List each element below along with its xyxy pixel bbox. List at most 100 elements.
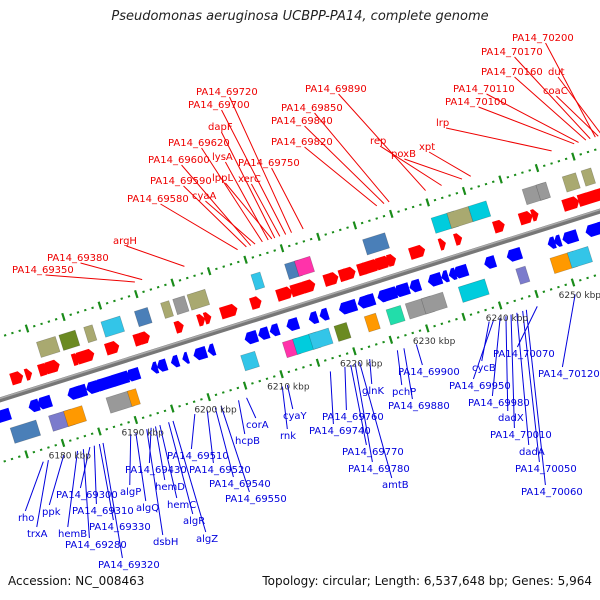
tick-mark <box>272 375 276 378</box>
reverse-gene-arrow <box>258 326 271 340</box>
label-leader-line <box>181 164 252 246</box>
gene-label-reverse: hemD <box>155 482 185 493</box>
tick-mark <box>360 221 364 225</box>
gene-label-reverse: hemC <box>167 500 196 511</box>
tick-mark <box>97 427 102 436</box>
gene-label-forward: PA14_69750 <box>238 158 300 169</box>
gene-label-forward: cyaA <box>192 191 217 202</box>
feature-box <box>186 288 211 311</box>
tick-mark <box>542 290 546 293</box>
gene-label-forward: xerC <box>238 174 261 185</box>
tick-mark <box>315 358 321 367</box>
gene-label-reverse: rho <box>18 513 34 524</box>
tick-mark <box>345 352 349 355</box>
tick-mark <box>571 152 576 161</box>
tick-mark <box>17 455 21 458</box>
tick-mark <box>549 288 553 291</box>
label-leader-line <box>304 125 385 204</box>
reverse-gene-arrow <box>207 343 217 356</box>
tick-mark <box>91 306 94 310</box>
tick-mark <box>214 393 218 397</box>
label-leader-line <box>183 185 247 248</box>
forward-gene-arrow <box>138 331 150 345</box>
gene-label-forward: PA14_70200 <box>512 33 574 44</box>
gene-label-forward: PA14_70160 <box>481 67 543 78</box>
label-leader-line <box>522 310 540 463</box>
tick-mark <box>258 379 262 383</box>
tick-mark <box>192 400 196 403</box>
gene-label-reverse: PA14_70120 <box>538 369 600 380</box>
tick-mark <box>251 256 255 259</box>
tick-mark <box>60 438 66 448</box>
tick-mark <box>206 267 212 276</box>
gene-label-forward: PA14_70170 <box>481 47 543 58</box>
tick-mark <box>521 171 524 174</box>
tick-mark <box>119 423 123 426</box>
tick-mark <box>586 150 590 154</box>
forward-gene-arrow <box>104 341 120 356</box>
tick-mark <box>206 392 211 402</box>
label-leader-line <box>221 109 287 235</box>
tick-mark <box>593 148 597 152</box>
gene-label-reverse: amtB <box>382 480 409 491</box>
tick-mark <box>418 329 422 332</box>
tick-mark <box>302 240 306 243</box>
tick-mark <box>557 285 560 289</box>
reverse-gene-arrow <box>547 236 557 249</box>
label-leader-line <box>246 397 257 419</box>
genome-summary-text: Topology: circular; Length: 6,537,648 bp… <box>262 574 592 588</box>
reverse-gene-arrow <box>394 282 411 298</box>
tick-mark <box>520 297 524 300</box>
gene-label-reverse: PA14_69520 <box>189 465 251 476</box>
label-leader-line <box>404 158 463 180</box>
label-leader-line <box>135 432 147 502</box>
feature-box <box>250 271 266 291</box>
tick-mark <box>419 203 422 207</box>
tick-mark <box>484 308 487 312</box>
tick-mark <box>302 366 305 369</box>
gene-label-forward: PA14_69590 <box>150 176 212 187</box>
gene-label-forward: PA14_69820 <box>271 137 333 148</box>
tick-mark <box>3 334 7 337</box>
tick-mark <box>309 237 313 241</box>
label-leader-line <box>525 309 546 486</box>
tick-mark <box>455 191 459 195</box>
gene-label-reverse: PA14_69510 <box>167 451 229 462</box>
label-leader-line <box>510 314 515 429</box>
tick-mark <box>229 263 233 266</box>
scale-label: 6180 kbp <box>49 451 92 461</box>
tick-mark <box>11 331 14 335</box>
feature-box <box>293 255 315 277</box>
feature-box <box>240 350 260 372</box>
label-leader-line <box>24 461 44 512</box>
forward-gene-arrow <box>49 359 60 373</box>
gene-label-reverse: algP <box>120 487 141 498</box>
forward-gene-arrow <box>23 368 33 381</box>
tick-mark <box>461 186 467 196</box>
tick-mark <box>279 370 284 379</box>
tick-mark <box>570 278 576 287</box>
scale-label: 6210 kbp <box>267 383 310 393</box>
tick-mark <box>295 242 298 245</box>
label-leader-line <box>206 410 214 464</box>
forward-gene-arrow <box>301 279 316 294</box>
reverse-gene-arrow <box>156 358 169 372</box>
tick-mark <box>83 308 87 312</box>
gene-label-forward: PA14_69890 <box>305 84 367 95</box>
gene-label-reverse: algZ <box>196 534 218 545</box>
tick-mark <box>374 343 378 346</box>
tick-mark <box>440 196 444 200</box>
tick-mark <box>593 274 597 277</box>
gene-label-reverse: algR <box>183 516 205 527</box>
gene-label-reverse: dsbH <box>153 537 178 548</box>
tick-mark <box>242 381 248 390</box>
label-leader-line <box>491 317 501 397</box>
forward-gene-arrow <box>218 303 238 320</box>
label-leader-line <box>214 407 234 478</box>
gene-label-reverse: PA14_69980 <box>468 398 530 409</box>
tick-mark <box>105 427 109 431</box>
feature-box <box>83 324 98 344</box>
feature-box <box>100 315 126 338</box>
label-leader-line <box>190 414 196 450</box>
label-leader-line <box>472 319 495 380</box>
